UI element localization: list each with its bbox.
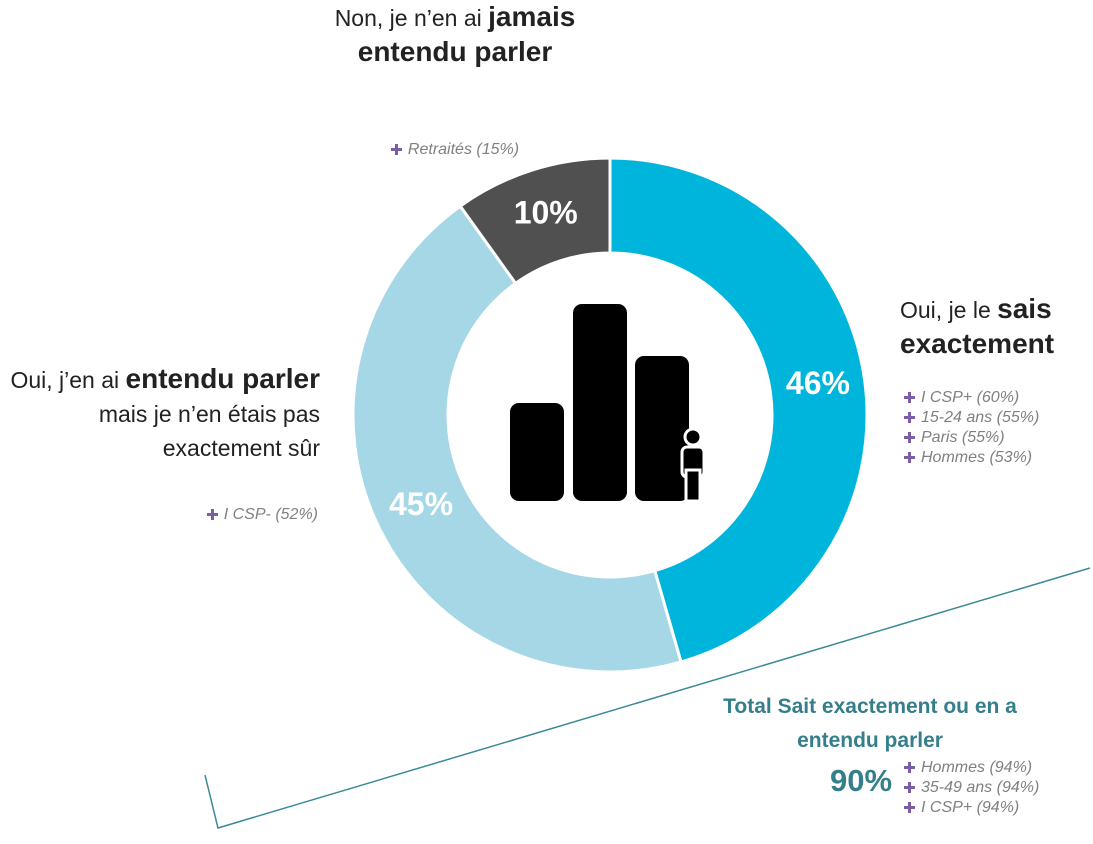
donut-slice bbox=[351, 204, 683, 674]
label-text: Oui, je le bbox=[900, 297, 998, 323]
plus-icon bbox=[904, 412, 915, 423]
plus-icon bbox=[904, 432, 915, 443]
plus-icon bbox=[904, 392, 915, 403]
plus-icon bbox=[206, 509, 218, 520]
subgroup: Paris (55%) bbox=[904, 428, 1039, 448]
subgroup-text: I CSP+ (60%) bbox=[921, 389, 1020, 406]
total-value: 90% bbox=[830, 763, 893, 798]
subgroup-text: 35-49 ans (94%) bbox=[921, 779, 1040, 796]
subgroup: Hommes (94%) bbox=[904, 758, 1039, 778]
total-title: Total Sait exactement ou en a entendu pa… bbox=[723, 695, 1017, 752]
subgroup-list: I CSP+ (60%) 15-24 ans (55%) Paris (55%) Ho… bbox=[904, 388, 1039, 468]
value-label: 10% bbox=[514, 195, 578, 231]
subgroup-text: Paris (55%) bbox=[921, 429, 1005, 446]
bracket bbox=[204, 567, 1091, 829]
subgroup-text: 15-24 ans (55%) bbox=[921, 409, 1040, 426]
category-label: Oui, je le sais exactement bbox=[900, 292, 1090, 362]
subgroup-text: I CSP+ (94%) bbox=[921, 799, 1020, 816]
plus-icon bbox=[904, 452, 915, 463]
subgroup: Hommes (53%) bbox=[904, 448, 1039, 468]
value-label: 45% bbox=[389, 486, 453, 522]
subgroup: I CSP- (52%) bbox=[0, 505, 318, 525]
plus-icon bbox=[904, 762, 915, 773]
plus-icon bbox=[390, 144, 402, 155]
subgroup: Retraités (15%) bbox=[320, 140, 590, 160]
category-label: Oui, j’en ai entendu parler mais je n’en… bbox=[0, 362, 320, 465]
label-emphasis: entendu parler bbox=[125, 363, 320, 394]
subgroup-text: Hommes (94%) bbox=[921, 759, 1033, 776]
label-text: Oui, j’en ai bbox=[10, 367, 126, 393]
label-text: Non, je n’en ai bbox=[334, 5, 489, 31]
subgroup: 15-24 ans (55%) bbox=[904, 408, 1039, 428]
center-icon bbox=[510, 304, 706, 503]
subgroup-text: Hommes (53%) bbox=[921, 449, 1033, 466]
subgroup: 35-49 ans (94%) bbox=[904, 778, 1039, 798]
subgroup-text: I CSP- (52%) bbox=[223, 506, 318, 523]
value-label: 46% bbox=[786, 365, 850, 401]
subgroup-list: Retraités (15%) bbox=[320, 140, 590, 160]
category-label: Non, je n’en ai jamais entendu parler bbox=[320, 0, 590, 70]
subgroup-list: I CSP- (52%) bbox=[0, 505, 318, 525]
label-emphasis: sais exactement bbox=[900, 293, 1055, 359]
subgroup-text: Retraités (15%) bbox=[407, 141, 520, 158]
donut bbox=[351, 156, 869, 674]
plus-icon bbox=[904, 802, 915, 813]
subgroup-list: Hommes (94%) 35-49 ans (94%) I CSP+ (94%) bbox=[904, 758, 1039, 818]
subgroup: I CSP+ (60%) bbox=[904, 388, 1039, 408]
donut-slice bbox=[458, 156, 612, 286]
subgroup: I CSP+ (94%) bbox=[904, 798, 1039, 818]
donut-slice bbox=[608, 156, 869, 664]
label-text: mais je n’en étais pas exactement sûr bbox=[98, 401, 320, 461]
plus-icon bbox=[904, 782, 915, 793]
label-emphasis: jamais entendu parler bbox=[357, 1, 576, 67]
